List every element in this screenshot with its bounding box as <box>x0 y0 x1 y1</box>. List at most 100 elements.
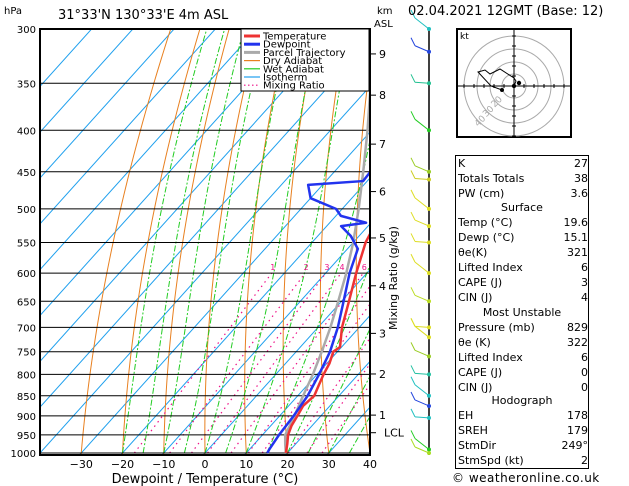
mixing-ratio-label: 4 <box>340 263 345 272</box>
background-lines: 1 2 3 4 6 8 10 15 20 25 <box>40 17 629 470</box>
isotherm-line <box>40 39 370 408</box>
mixing-ratio-label: 3 <box>324 263 329 272</box>
dry-adiabat-line <box>80 29 172 455</box>
wind-barb-flag <box>410 9 416 19</box>
wind-barb-flag <box>410 430 416 439</box>
wet-adiabat-line <box>328 375 370 454</box>
wind-barb <box>414 372 430 375</box>
index-row: Pressure (mb) 829 <box>456 320 588 335</box>
index-label: Lifted Index <box>458 351 523 364</box>
mixing-ratio-label: 25 <box>445 263 455 272</box>
wind-barb-flag <box>410 408 416 418</box>
wind-barb <box>414 81 430 84</box>
panel-title: Most Unstable <box>482 306 562 319</box>
isobars <box>40 28 370 454</box>
dry-adiabat-line <box>609 17 629 470</box>
hodograph-point <box>516 80 522 86</box>
legend-label: Parcel Trajectory <box>263 48 346 59</box>
isotherm-line <box>243 314 370 455</box>
x-tick-label: −20 <box>111 458 134 471</box>
wet-adiabat-line <box>225 29 318 454</box>
pressure-tick-label: 850 <box>17 392 36 403</box>
isotherm-line <box>40 29 258 271</box>
wind-barb-flag <box>410 37 416 46</box>
isotherm-line <box>285 360 370 455</box>
pressure-tick-label: 450 <box>17 168 36 179</box>
isotherm-line <box>40 29 340 363</box>
km-unit-label: ASL <box>374 19 393 30</box>
isotherm-line <box>40 85 370 454</box>
wind-barb-flag <box>410 211 416 221</box>
x-tick-label: −10 <box>152 458 175 471</box>
series-dewpoint <box>266 170 370 454</box>
plot-frame <box>39 28 371 456</box>
isotherm-line <box>202 268 370 455</box>
wind-barb <box>414 438 430 450</box>
km-tick-label: LCL <box>384 427 405 440</box>
index-row: StmDir 249° <box>456 438 588 453</box>
wet-adiabat-line <box>183 29 266 454</box>
wind-barb-flag <box>410 253 416 263</box>
wind-barb <box>414 165 430 173</box>
wind-barb <box>414 325 430 338</box>
series-temperature <box>284 231 370 454</box>
wind-barb <box>414 178 430 181</box>
x-tick-label: −30 <box>70 458 93 471</box>
isotherm-line <box>40 29 217 225</box>
x-tick-label: 40 <box>363 458 377 471</box>
index-value: 2 <box>581 454 588 467</box>
index-label: StmSpd (kt) <box>458 454 524 467</box>
x-tick-label: 10 <box>239 458 253 471</box>
axes: 3003504004505005506006507007508008509009… <box>4 6 405 486</box>
index-label: CIN (J) <box>458 291 493 304</box>
indices-hodograph: Hodograph EH 178 SREH 179 StmDir 249° StmSpd (k… <box>455 393 589 469</box>
index-value: 322 <box>567 336 588 349</box>
pressure-tick-label: 700 <box>17 323 36 334</box>
index-row: SREH 179 <box>456 423 588 438</box>
hodograph-point <box>511 83 517 89</box>
indices-surface: Surface Temp (°C) 19.6 Dewp (°C) 15.1 θe(K) 32… <box>455 200 589 306</box>
wind-barb-flag <box>410 189 416 199</box>
profiles <box>266 71 370 454</box>
km-unit-label: km <box>377 6 393 17</box>
km-tick-label: 2 <box>379 368 386 381</box>
wet-adiabat-line <box>307 327 370 454</box>
index-label: Temp (°C) <box>458 216 513 229</box>
wind-barb-flag <box>410 233 416 242</box>
index-value: 178 <box>567 409 588 422</box>
index-row: θe (K) 322 <box>456 335 588 350</box>
index-row: Lifted Index 6 <box>456 260 588 275</box>
hodograph-trace <box>477 68 517 91</box>
series-parcel-trajectory <box>283 71 370 454</box>
wind-barb-flag <box>410 342 416 351</box>
mixing-ratio-axis-label: Mixing Ratio (g/kg) <box>387 226 400 330</box>
pressure-tick-label: 1000 <box>11 449 36 460</box>
dry-adiabat-line <box>163 29 230 455</box>
mixing-ratio-label: 20 <box>431 263 441 272</box>
legend-box <box>240 28 370 92</box>
pressure-tick-label: 650 <box>17 297 36 308</box>
legend-label: Wet Adiabat <box>263 64 324 75</box>
index-value: 0 <box>581 366 588 379</box>
wet-adiabat-line <box>266 137 370 454</box>
index-value: 321 <box>567 246 588 259</box>
legend-label: Isotherm <box>263 73 307 84</box>
wind-barb <box>414 294 430 302</box>
mixing-ratio-line <box>261 303 370 454</box>
isotherm-line <box>40 29 299 317</box>
km-tick-label: 7 <box>379 138 386 151</box>
index-label: Lifted Index <box>458 261 523 274</box>
panel-title: Hodograph <box>491 394 553 407</box>
location-title: 31°33'N 130°33'E 4m ASL <box>58 8 229 23</box>
legend-label: Dry Adiabat <box>263 56 322 67</box>
pressure-tick-label: 500 <box>17 205 36 216</box>
index-row: CAPE (J) 3 <box>456 275 588 290</box>
wind-barb <box>414 399 430 407</box>
pressure-tick-label: 800 <box>17 370 36 381</box>
pressure-tick-label: 350 <box>17 79 36 90</box>
km-tick-label: 6 <box>379 186 386 199</box>
x-tick-label: 0 <box>202 458 209 471</box>
wind-barb <box>414 219 430 227</box>
